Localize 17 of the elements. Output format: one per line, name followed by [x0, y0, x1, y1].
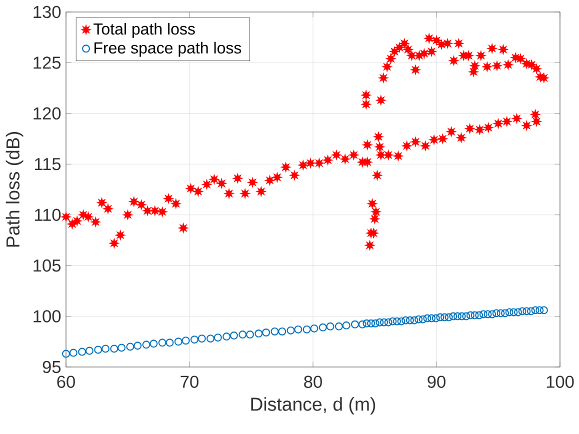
x-tick-label: 80 — [304, 376, 322, 388]
x-axis-title: Distance, d (m) — [251, 397, 376, 415]
y-axis-title: Path loss (dB) — [6, 132, 24, 247]
y-tick-label: 120 — [34, 107, 61, 120]
y-tick-label: 125 — [34, 56, 61, 69]
y-tick-label: 110 — [34, 208, 61, 221]
y-tick-label: 115 — [34, 158, 61, 170]
x-tick-label: 70 — [180, 376, 198, 388]
x-tick-label: 60 — [57, 376, 75, 388]
x-tick-label: 90 — [428, 376, 446, 388]
y-tick-label: 100 — [34, 310, 61, 322]
y-tick-label: 130 — [34, 6, 61, 18]
y-tick-label: 105 — [34, 259, 61, 272]
y-tick-label: 95 — [42, 360, 61, 374]
legend-label: Free space path loss — [94, 42, 242, 57]
x-tick-label: 100 — [546, 376, 574, 388]
legend-label: Total path loss — [94, 22, 195, 38]
